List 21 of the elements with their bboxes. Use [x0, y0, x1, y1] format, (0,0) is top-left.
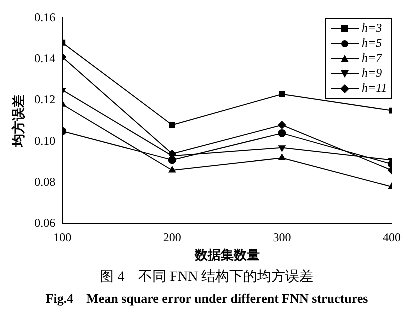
legend-label: h=5	[362, 36, 382, 52]
legend-label: h=11	[362, 81, 388, 96]
legend-label: h=3	[362, 21, 382, 36]
legend-label: h=7	[362, 51, 382, 66]
y-tick-label: 0.10	[34, 134, 56, 148]
y-axis-title: 均方误差	[11, 95, 26, 148]
x-tick-label: 300	[273, 230, 292, 244]
y-tick-label: 0.14	[34, 52, 56, 66]
text: 图 4 不同 FNN 结构下的均方误差	[99, 268, 315, 286]
text: Fig.4 Mean square error under different FNN structures	[44, 290, 370, 308]
point	[169, 122, 176, 128]
x-tick-label: 400	[383, 230, 401, 244]
point	[279, 91, 286, 98]
y-tick-label: 0.12	[34, 92, 56, 107]
legend-label: h=9	[362, 66, 382, 82]
x-tick-label: 200	[163, 230, 182, 244]
x-axis-title: 数据集数量	[194, 248, 260, 263]
y-tick-label: 0.16	[34, 10, 56, 24]
x-tick-label: 100	[54, 230, 72, 244]
y-tick-label: 0.08	[34, 174, 56, 189]
y-tick-label: 0.06	[34, 216, 56, 230]
